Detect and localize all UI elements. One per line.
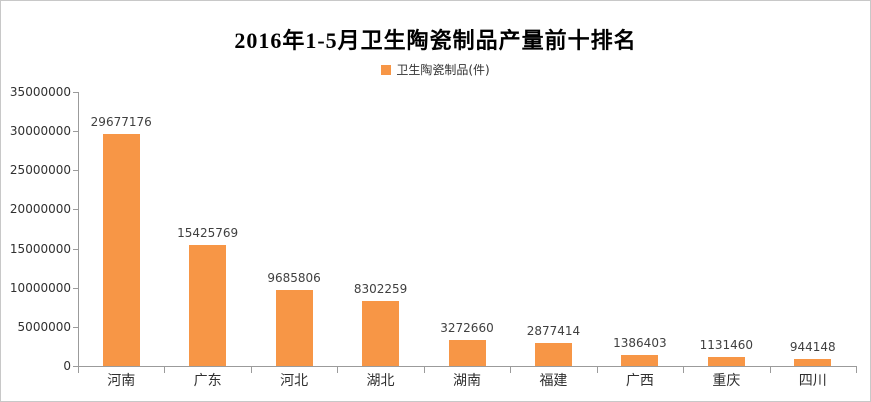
bar [362, 301, 400, 366]
y-tick-mark [73, 209, 78, 211]
bar [102, 133, 140, 366]
y-tick-label: 5000000 [17, 319, 71, 334]
x-tick-label: 湖南 [452, 373, 481, 389]
bar [794, 358, 832, 366]
y-tick-label: 30000000 [9, 124, 71, 139]
y-tick-label: 10000000 [9, 280, 71, 295]
bar-value-label: 9685806 [267, 271, 321, 286]
bar [534, 343, 572, 366]
y-tick-mark [73, 326, 78, 328]
y-axis-line [78, 92, 79, 366]
x-tick-label: 福建 [539, 373, 568, 389]
y-tick-mark [73, 248, 78, 250]
x-tick-label: 重庆 [712, 373, 741, 389]
x-tick-label: 河北 [280, 373, 309, 389]
x-tick-mark [423, 366, 425, 373]
bar [275, 290, 313, 366]
x-tick-mark [78, 366, 79, 373]
x-tick-mark [510, 366, 512, 373]
bar-value-label: 1386403 [613, 336, 667, 351]
legend: 卫生陶瓷制品(件) [1, 61, 870, 78]
x-tick-mark [683, 366, 685, 373]
bar-value-label: 15425769 [177, 226, 239, 241]
y-tick-label: 15000000 [9, 241, 71, 256]
x-tick-mark [769, 366, 771, 373]
bar-value-label: 1131460 [699, 338, 754, 353]
x-tick-mark [164, 366, 166, 373]
y-tick-mark [73, 131, 78, 133]
x-tick-mark [337, 366, 339, 373]
legend-swatch-icon [381, 64, 392, 75]
x-tick-label: 广东 [193, 373, 222, 389]
x-axis-line [78, 366, 857, 367]
y-tick-label: 20000000 [9, 202, 71, 217]
bar-value-label: 3272660 [440, 321, 494, 336]
bar [621, 355, 659, 366]
y-tick-mark [73, 287, 78, 289]
x-tick-mark [856, 366, 857, 373]
y-tick-label: 35000000 [9, 85, 71, 99]
legend-label: 卫生陶瓷制品(件) [396, 63, 490, 77]
bar-value-label: 29677176 [90, 114, 152, 129]
x-tick-mark [250, 366, 252, 373]
x-tick-label: 广西 [625, 373, 654, 389]
y-tick-label: 25000000 [9, 163, 71, 178]
x-tick-mark [596, 366, 598, 373]
bar [707, 357, 745, 366]
x-tick-label: 湖北 [366, 373, 395, 389]
y-tick-label: 0 [63, 359, 71, 373]
y-tick-mark [73, 170, 78, 172]
bar-value-label: 2877414 [526, 324, 581, 339]
bar-value-label: 8302259 [353, 282, 408, 296]
x-tick-label: 四川 [798, 373, 827, 389]
y-tick-mark [73, 92, 78, 93]
chart-title: 2016年1-5月卫生陶瓷制品产量前十排名 [234, 28, 637, 53]
bar-value-label: 944148 [789, 339, 836, 354]
bar [189, 245, 227, 366]
y-tick-mark [73, 366, 78, 367]
bar [448, 340, 486, 366]
x-tick-label: 河南 [107, 373, 136, 389]
